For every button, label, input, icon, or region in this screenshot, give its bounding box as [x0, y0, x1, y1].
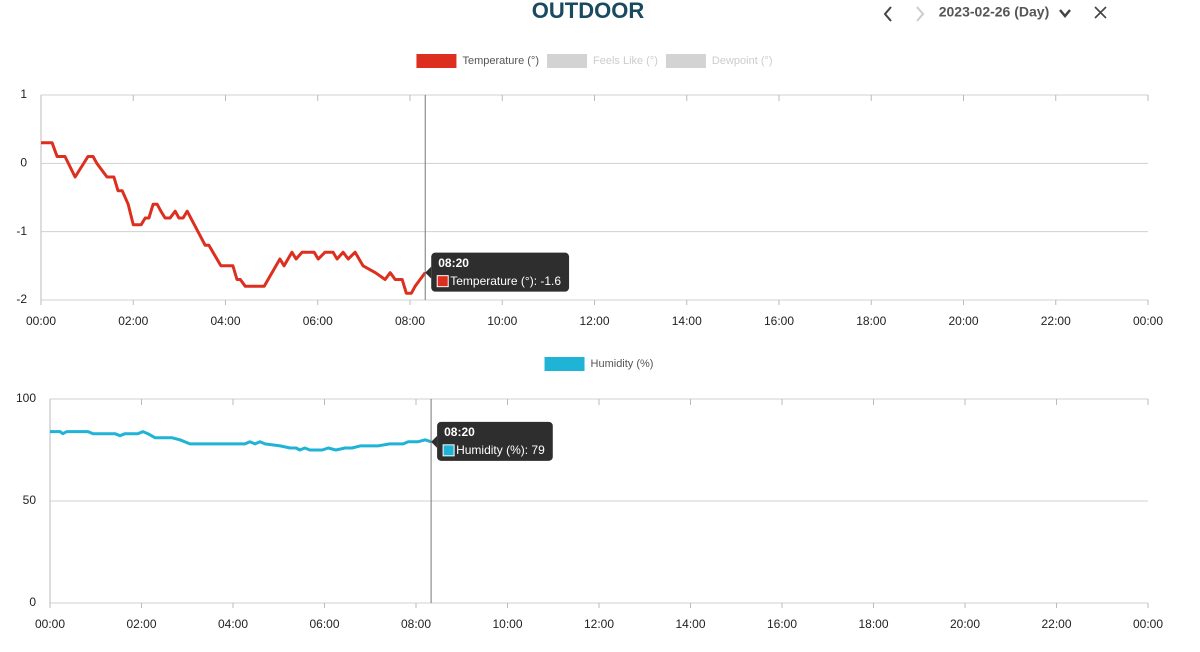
- tooltip-box: [431, 252, 570, 292]
- date-dropdown[interactable]: [1059, 9, 1071, 18]
- x-tick-label: 12:00: [579, 314, 609, 328]
- x-tick-label: 02:00: [118, 314, 148, 328]
- x-tick-label: 16:00: [767, 617, 797, 631]
- tooltip-title: 08:20: [438, 256, 469, 270]
- y-tick-label: 0: [20, 156, 27, 170]
- tooltip-box: [437, 421, 553, 461]
- x-tick-label: 06:00: [303, 314, 333, 328]
- x-tick-label: 16:00: [764, 314, 794, 328]
- y-tick-label: -1: [16, 224, 27, 238]
- legend-swatch[interactable]: [546, 54, 587, 68]
- x-tick-label: 20:00: [948, 314, 978, 328]
- x-tick-label: 12:00: [584, 617, 614, 631]
- tooltip: 08:20 Humidity (%): 79: [431, 421, 553, 461]
- y-tick-label: 100: [16, 391, 36, 405]
- legend-swatch[interactable]: [544, 357, 585, 371]
- x-tick-label: 00:00: [1133, 617, 1163, 631]
- y-tick-label: -2: [16, 292, 27, 306]
- legend-label[interactable]: Humidity (%): [591, 358, 654, 370]
- legend-swatch[interactable]: [665, 54, 706, 68]
- x-tick-label: 20:00: [950, 617, 980, 631]
- x-tick-label: 06:00: [309, 617, 339, 631]
- x-tick-label: 10:00: [492, 617, 522, 631]
- legend-swatch[interactable]: [416, 54, 457, 68]
- legend-label[interactable]: Feels Like (°): [593, 55, 658, 67]
- x-tick-label: 14:00: [672, 314, 702, 328]
- x-tick-label: 18:00: [856, 314, 886, 328]
- x-tick-label: 02:00: [126, 617, 156, 631]
- y-tick-label: 1: [20, 87, 27, 101]
- x-tick-label: 04:00: [210, 314, 240, 328]
- page-title: OUTDOOR: [532, 0, 645, 23]
- x-tick-label: 00:00: [35, 617, 65, 631]
- close-button[interactable]: [1094, 6, 1107, 19]
- legend: Temperature (°) Feels Like (°) Dewpoint (°…: [416, 54, 773, 68]
- x-tick-label: 08:00: [395, 314, 425, 328]
- legend-label[interactable]: Temperature (°): [462, 55, 539, 67]
- tooltip-title: 08:20: [444, 425, 475, 439]
- tooltip-text: Humidity (%): 79: [456, 443, 545, 457]
- date-label[interactable]: 2023-02-26 (Day): [939, 4, 1050, 20]
- x-tick-label: 00:00: [26, 314, 56, 328]
- tooltip-swatch: [436, 275, 449, 288]
- legend: Humidity (%): [544, 357, 654, 371]
- x-tick-label: 04:00: [218, 617, 248, 631]
- series-line: [50, 430, 432, 452]
- prev-button[interactable]: [883, 6, 892, 22]
- tooltip-arrow: [425, 266, 432, 279]
- tooltip-text: Temperature (°): -1.6: [450, 274, 561, 288]
- x-tick-label: 22:00: [1041, 314, 1071, 328]
- next-button[interactable]: [916, 6, 925, 22]
- legend-label[interactable]: Dewpoint (°): [712, 55, 773, 67]
- chart: -2 -1 0 1 00:00 02:00 04:00 06:00 08:00 10:00 12:0…: [16, 54, 1163, 328]
- x-tick-label: 14:00: [675, 617, 705, 631]
- x-tick-label: 22:00: [1041, 617, 1071, 631]
- tooltip-swatch: [442, 444, 455, 457]
- y-tick-label: 50: [23, 493, 37, 507]
- x-tick-label: 18:00: [858, 617, 888, 631]
- series-line: [41, 141, 427, 295]
- x-tick-label: 10:00: [487, 314, 517, 328]
- x-tick-label: 00:00: [1133, 314, 1163, 328]
- y-tick-label: 0: [29, 595, 36, 609]
- x-tick-label: 08:00: [401, 617, 431, 631]
- chart: 0 50 100 00:00 02:00 04:00 06:00 08:00 10:00 12:0…: [16, 357, 1163, 631]
- tooltip-arrow: [431, 435, 438, 448]
- tooltip: 08:20 Temperature (°): -1.6: [425, 252, 570, 292]
